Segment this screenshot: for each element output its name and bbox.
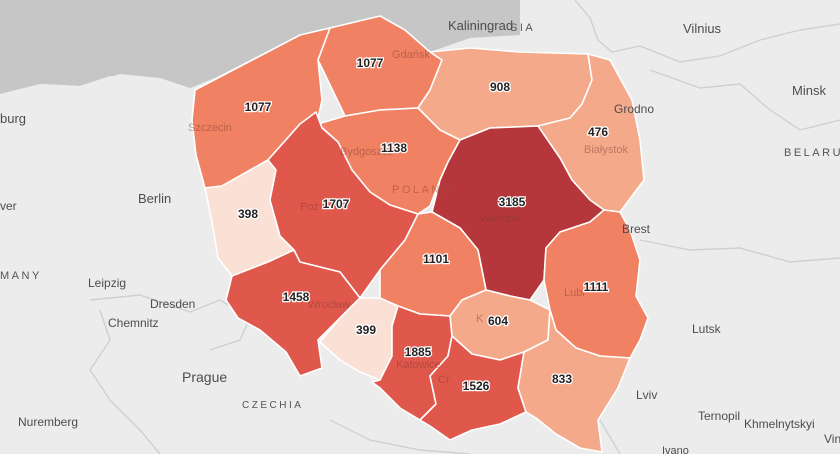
label-wroclaw: Wrocław [308,299,350,311]
voivodeships [191,15,649,453]
label-lublin: Lubl [564,287,585,299]
value-lubuskie: 398 [238,207,258,221]
label-szczecin: Szczecin [188,122,232,134]
label-vilnius: Vilnius [683,21,722,36]
label-kaliningrad: Kaliningrad [448,18,513,33]
region-malopolskie[interactable] [419,335,527,441]
value-warminsko-mazurskie: 908 [490,80,510,94]
region-lubelskie[interactable] [543,209,649,359]
label-kielce: K [476,313,484,325]
border-germany-czechia [89,294,251,351]
german-coast [0,76,200,120]
label-prague: Prague [182,369,227,385]
label-chemnitz: Chemnitz [108,316,159,330]
label-katowice: Katowice [396,359,441,371]
region-podkarpackie[interactable] [517,309,631,453]
border-czechia-germany-south [89,309,161,454]
country-poland: POLAND [392,184,452,196]
border-belarus-ukraine [639,239,840,263]
value-opolskie: 399 [356,323,376,337]
value-kujawsko-pomorskie: 1138 [381,141,407,155]
value-malopolskie: 1526 [463,379,490,393]
label-berlin: Berlin [138,191,171,206]
baltic-island [20,12,120,48]
value-pomorskie: 1077 [357,56,384,70]
label-brest: Brest [622,222,651,236]
border-czechia-slovakia [329,419,471,454]
label-lviv: Lviv [636,388,657,402]
label-nuremberg: Nuremberg [18,415,78,429]
label-lutsk: Lutsk [692,322,722,336]
label-khmelnytskyi: Khmelnytskyi [744,417,815,431]
country-czechia: CZECHIA [242,400,303,411]
country-borders [89,0,840,454]
value-lodzkie: 1101 [423,252,449,266]
label-poznan: Poz [300,201,319,213]
border-lithuania-belarus [649,69,840,131]
label-grodno: Grodno [614,102,654,116]
country-germany: MANY [0,270,42,282]
value-podlaskie: 476 [588,125,608,139]
value-lubelskie: 1111 [584,280,609,294]
label-bialystok: Białystok [584,144,629,156]
label-minsk: Minsk [792,83,826,98]
label-krakow: Cr [438,374,450,386]
value-podkarpackie: 833 [552,372,572,386]
label-hanover: ver [0,199,17,213]
label-ternopil: Ternopil [698,409,740,423]
label-leipzig: Leipzig [88,276,126,290]
label-gdansk: Gdańsk [392,49,430,61]
label-warsaw: Warsaw [480,213,519,225]
value-dolnoslaskie: 1458 [283,290,310,304]
label-vin: Vin [824,432,840,446]
value-zachodniopomorskie: 1077 [245,100,272,114]
value-slaskie: 1885 [405,345,432,359]
border-slovakia-ukraine [599,419,621,454]
value-mazowieckie: 3185 [499,195,526,209]
label-dresden: Dresden [150,297,195,311]
label-hamburg: burg [0,111,26,126]
value-labels: 1077 1077 908 476 1138 398 1707 3185 110… [237,55,610,395]
label-bydgoszcz: Bydgoszcz [340,146,393,158]
region-dolnoslaskie[interactable] [225,249,361,377]
value-swietokrzyskie: 604 [488,314,508,328]
label-ivano: Ivano [662,445,689,454]
country-belarus: BELARU [784,147,840,159]
value-wielkopolskie: 1707 [323,197,350,211]
country-russia: SIA [510,22,535,34]
border-russia-lithuania [574,0,840,63]
